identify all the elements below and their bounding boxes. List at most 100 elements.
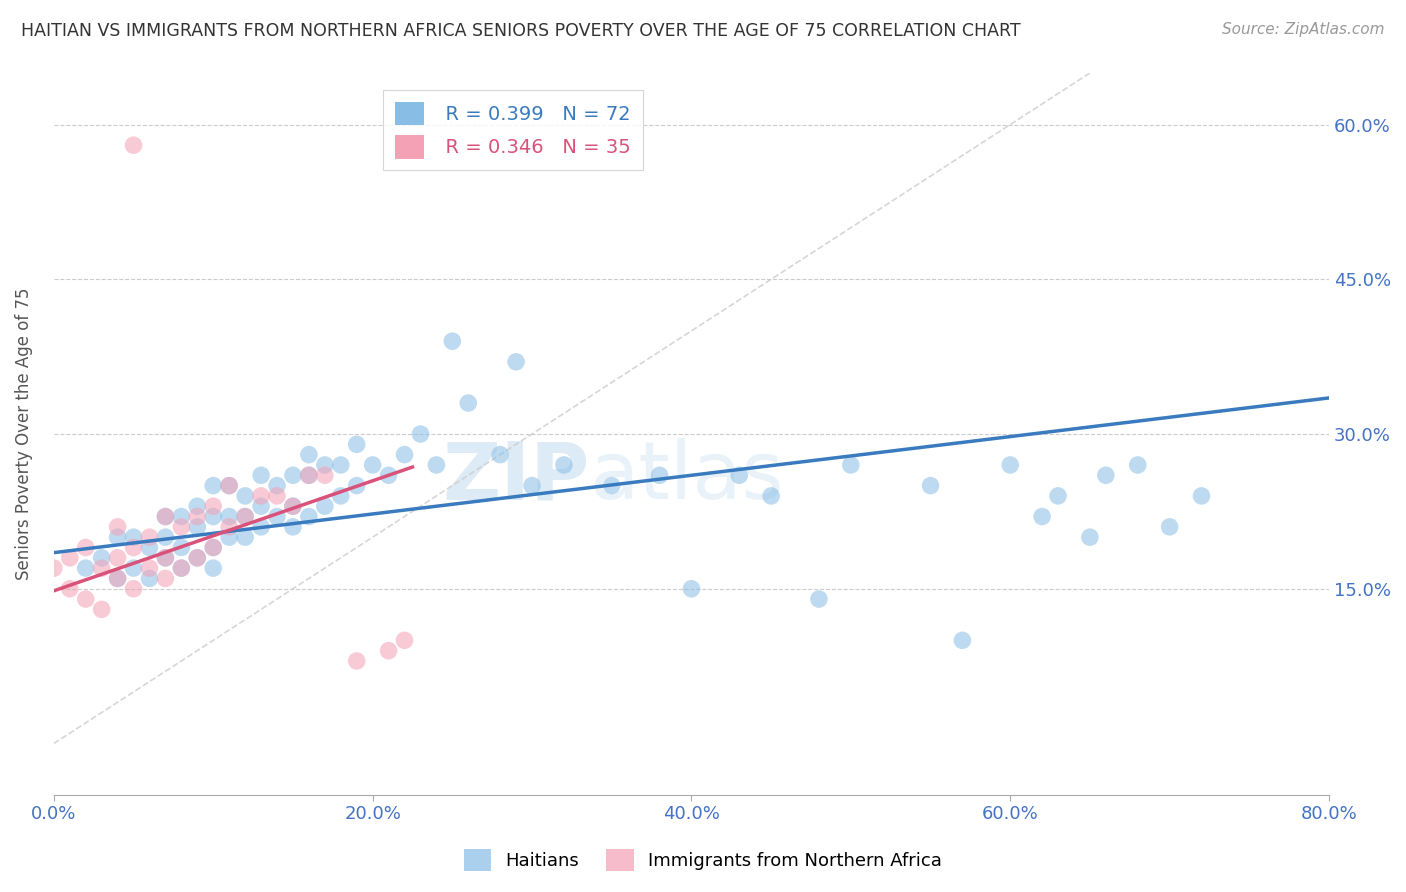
Point — [1000, 458, 1022, 472]
Point — [489, 448, 512, 462]
Point — [90, 550, 112, 565]
Point — [394, 633, 416, 648]
Point — [281, 500, 304, 514]
Point — [107, 571, 129, 585]
Point — [202, 478, 225, 492]
Point — [155, 550, 177, 565]
Point — [90, 602, 112, 616]
Point — [170, 509, 193, 524]
Text: atlas: atlas — [589, 438, 783, 516]
Point — [648, 468, 671, 483]
Point — [314, 468, 336, 483]
Point — [1078, 530, 1101, 544]
Point — [218, 509, 240, 524]
Point — [1047, 489, 1070, 503]
Point — [298, 509, 321, 524]
Point — [202, 561, 225, 575]
Point — [361, 458, 384, 472]
Point — [122, 561, 145, 575]
Point — [107, 530, 129, 544]
Point — [218, 520, 240, 534]
Point — [186, 520, 208, 534]
Point — [409, 427, 432, 442]
Point — [425, 458, 447, 472]
Point — [346, 437, 368, 451]
Point — [329, 489, 352, 503]
Point — [122, 582, 145, 596]
Point — [218, 530, 240, 544]
Point — [186, 550, 208, 565]
Point — [441, 334, 464, 348]
Point — [218, 478, 240, 492]
Legend:   R = 0.399   N = 72,   R = 0.346   N = 35: R = 0.399 N = 72, R = 0.346 N = 35 — [382, 90, 643, 170]
Point — [170, 520, 193, 534]
Point — [155, 509, 177, 524]
Point — [250, 500, 273, 514]
Point — [155, 550, 177, 565]
Point — [520, 478, 543, 492]
Point — [90, 561, 112, 575]
Point — [377, 643, 399, 657]
Point — [202, 509, 225, 524]
Point — [839, 458, 862, 472]
Point — [1095, 468, 1118, 483]
Point — [233, 509, 256, 524]
Text: Source: ZipAtlas.com: Source: ZipAtlas.com — [1222, 22, 1385, 37]
Point — [298, 468, 321, 483]
Point — [138, 561, 160, 575]
Point — [377, 468, 399, 483]
Text: ZIP: ZIP — [441, 438, 589, 516]
Point — [233, 489, 256, 503]
Point — [346, 478, 368, 492]
Point — [553, 458, 575, 472]
Point — [329, 458, 352, 472]
Point — [250, 489, 273, 503]
Point — [42, 561, 65, 575]
Point — [138, 571, 160, 585]
Point — [107, 571, 129, 585]
Point — [138, 541, 160, 555]
Point — [314, 458, 336, 472]
Point — [218, 478, 240, 492]
Point — [1191, 489, 1213, 503]
Point — [807, 592, 830, 607]
Point — [59, 582, 82, 596]
Point — [186, 500, 208, 514]
Point — [233, 530, 256, 544]
Point — [75, 592, 97, 607]
Text: HAITIAN VS IMMIGRANTS FROM NORTHERN AFRICA SENIORS POVERTY OVER THE AGE OF 75 CO: HAITIAN VS IMMIGRANTS FROM NORTHERN AFRI… — [21, 22, 1021, 40]
Point — [298, 448, 321, 462]
Point — [170, 561, 193, 575]
Point — [202, 500, 225, 514]
Y-axis label: Seniors Poverty Over the Age of 75: Seniors Poverty Over the Age of 75 — [15, 288, 32, 581]
Point — [59, 550, 82, 565]
Point — [1126, 458, 1149, 472]
Legend: Haitians, Immigrants from Northern Africa: Haitians, Immigrants from Northern Afric… — [457, 842, 949, 879]
Point — [298, 468, 321, 483]
Point — [281, 468, 304, 483]
Point — [1159, 520, 1181, 534]
Point — [759, 489, 782, 503]
Point — [250, 468, 273, 483]
Point — [457, 396, 479, 410]
Point — [155, 530, 177, 544]
Point — [122, 541, 145, 555]
Point — [505, 355, 527, 369]
Point — [75, 541, 97, 555]
Point — [950, 633, 973, 648]
Point — [155, 509, 177, 524]
Point — [346, 654, 368, 668]
Point — [107, 550, 129, 565]
Point — [233, 509, 256, 524]
Point — [138, 530, 160, 544]
Point — [250, 520, 273, 534]
Point — [281, 500, 304, 514]
Point — [202, 541, 225, 555]
Point — [266, 509, 288, 524]
Point — [394, 448, 416, 462]
Point — [122, 530, 145, 544]
Point — [681, 582, 703, 596]
Point — [266, 478, 288, 492]
Point — [75, 561, 97, 575]
Point — [170, 561, 193, 575]
